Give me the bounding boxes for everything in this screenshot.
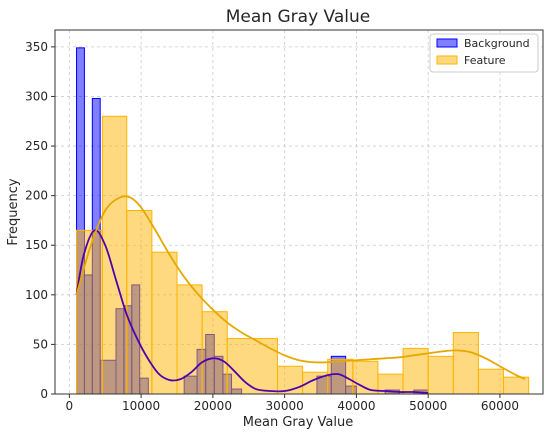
legend: Background Feature [429,33,539,73]
y-tick-label-4: 200 [25,189,48,203]
histogram-bar-1-3 [151,251,178,395]
kde-line-1 [75,195,526,380]
y-axis-label: Frequency [6,178,21,245]
x-tick-label-6: 60000 [481,399,519,413]
y-tick-label-7: 350 [25,40,48,54]
x-tick-label-4: 40000 [337,399,375,413]
x-tick-label-0: 0 [66,399,74,413]
histogram-bar-1-13 [427,355,454,395]
x-tick-label-5: 50000 [409,399,447,413]
histogram-bar-1-6 [226,337,278,395]
x-axis-ticks: 0 10000 20000 30000 40000 50000 60000 [66,394,519,413]
x-tick-label-1: 10000 [122,399,160,413]
y-tick-label-1: 50 [33,337,48,351]
histogram-bar-1-2 [126,210,153,395]
y-tick-label-6: 300 [25,89,48,103]
series-1-bars [76,115,530,395]
histogram-bar-1-4 [176,284,203,395]
y-axis-ticks: 0 50 100 150 200 250 300 350 [25,40,55,401]
y-tick-label-3: 150 [25,238,48,252]
histogram-bar-1-5 [201,311,228,395]
x-tick-label-2: 20000 [194,399,232,413]
kde-curves [75,195,526,394]
histogram-bars [76,47,530,395]
y-tick-label-5: 250 [25,139,48,153]
legend-swatch-feature [436,55,458,65]
histogram-bar-1-15 [477,368,505,395]
y-tick-label-2: 100 [25,288,48,302]
histogram-bar-1-14 [452,332,479,395]
histogram-bar-1-9 [327,358,354,395]
legend-label-feature: Feature [464,54,506,67]
chart-title: Mean Gray Value [226,7,370,27]
legend-swatch-background [436,38,458,48]
x-axis-label: Mean Gray Value [243,415,353,430]
legend-label-background: Background [464,37,530,50]
plot-frame [54,29,544,395]
x-tick-label-3: 30000 [266,399,304,413]
y-tick-label-0: 0 [40,387,48,401]
histogram-bar-1-0 [76,229,103,395]
kde-line-0 [75,229,429,394]
histogram-bar-1-1 [101,115,128,395]
histogram-bar-1-10 [352,360,379,395]
histogram-bar-1-16 [503,376,530,395]
